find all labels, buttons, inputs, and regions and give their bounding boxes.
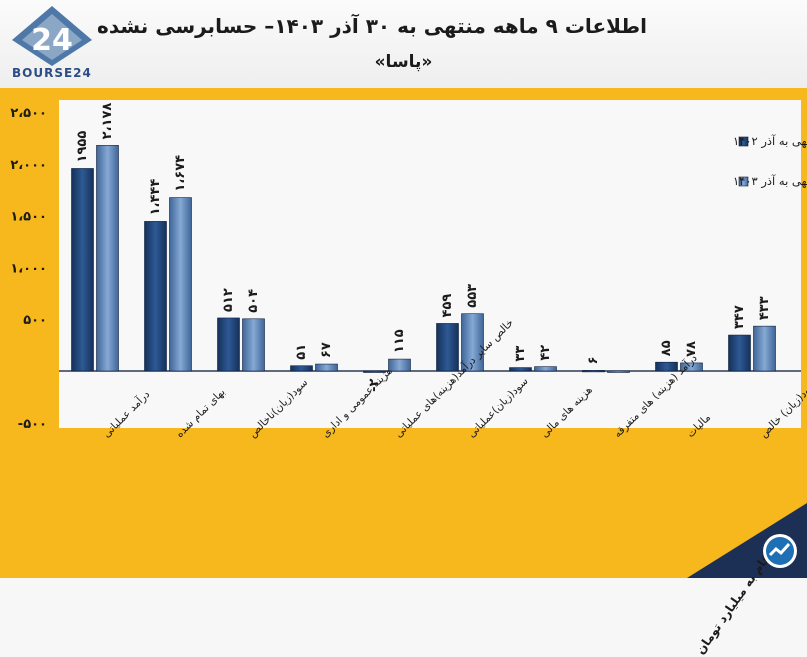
bar [242,318,265,372]
bar [607,370,630,373]
bar [680,362,703,372]
data-label: ۳۳ [513,346,528,362]
bar-chart: -۵۰۰ ۵۰۰ ۱،۰۰۰ ۱،۵۰۰ ۲،۰۰۰ ۲،۵۰۰ ۱۹۵۵ ۲،۱۷۸ ۱،۴… [10,100,807,440]
data-label: ۵۱۲ [221,288,236,312]
bar [753,325,776,372]
data-label: ۴۲ [538,345,553,361]
bar [71,168,94,372]
y-tick-label: ۲،۰۰۰ [10,158,47,173]
header: 24 BOURSE24 اطلاعات ۹ ماهه منتهی به ۳۰ آ… [0,0,807,88]
bar [144,221,167,372]
data-label: ۵۰۴ [246,289,261,313]
data-label: ۸۵ [659,340,674,356]
data-label: ۳۴۷ [732,305,747,329]
data-label: ۵۵۳ [465,284,480,308]
bar [728,334,751,372]
page-subtitle: «پاسا» [374,52,433,72]
chart-trend-icon [763,534,797,568]
y-tick-label: ۱،۰۰۰ [10,261,47,276]
bar [436,323,459,372]
bar [363,370,386,373]
legend-label: عملکرد منتهی به آذر ۱۴۰۳ [733,174,807,189]
data-label: ۶۷ [319,342,334,358]
data-label: ۲،۱۷۸ [100,103,115,140]
logo-mark: 24 [31,23,73,58]
y-tick-label: ۲،۵۰۰ [10,106,47,121]
y-tick-label: ۵۰۰ [23,313,47,328]
data-label: ۱،۶۷۴ [173,155,188,192]
legend-swatch [738,176,749,187]
bars [71,145,776,373]
data-label: ۱۱۵ [392,329,407,353]
bourse24-logo: 24 [12,6,92,66]
legend-label: عملکرد منتهی به آذر ۱۴۰۲ [733,134,807,149]
y-tick-label: ۱،۵۰۰ [10,210,47,225]
bar [534,366,557,372]
bar [582,370,605,373]
data-label: ۱،۴۴۴ [148,179,163,216]
bar [509,367,532,372]
data-label: ۴۵۹ [440,294,455,318]
y-tick-label: -۵۰۰ [18,417,47,432]
data-label: ۷۸ [684,341,699,357]
value-labels: ۱۹۵۵ ۲،۱۷۸ ۱،۴۴۴ ۱،۶۷۴ ۵۱۲ ۵۰۴ ۵۱ ۶۷ -۲ ۱۱۵ ۴۵۹ ۵۵۳… [75,103,772,392]
bar [655,361,678,372]
data-label: ۱۹۵۵ [75,131,90,163]
data-label: -۲ [367,378,382,391]
chart-frame: -۵۰۰ ۵۰۰ ۱،۰۰۰ ۱،۵۰۰ ۲،۰۰۰ ۲،۵۰۰ ۱۹۵۵ ۲،۱۷۸ ۱،۴… [0,88,807,657]
legend-swatch [738,136,749,147]
bar [169,197,192,372]
bar [388,358,411,372]
page-title: اطلاعات ۹ ماهه منتهی به ۳۰ آذر ۱۴۰۳– حسا… [97,14,647,38]
legend: عملکرد منتهی به آذر ۱۴۰۲ عملکرد منتهی به … [733,134,807,189]
bar [96,145,119,372]
bar [315,363,338,372]
bar [217,317,240,372]
data-label: ۴۳۳ [757,296,772,320]
logo-text: BOURSE24 [12,66,92,80]
bar [461,313,484,372]
bar [290,365,313,372]
data-label: ۵۱ [294,344,309,360]
data-label: ۶ [586,356,601,364]
